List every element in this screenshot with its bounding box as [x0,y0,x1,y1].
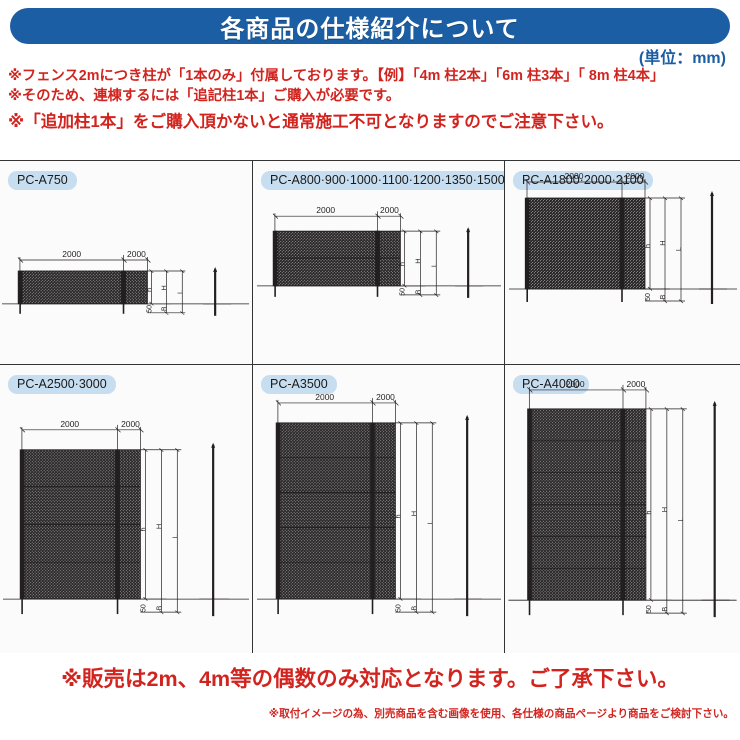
spec-panel-label: PC-A800·900·1000·1100·1200·1350·1500 [261,171,504,190]
notice-line-3: ※「追加柱1本」をご購入頂かないと通常施工不可となりますのでご注意下さい。 [8,112,614,131]
dim-label-2000-left: 2000 [566,379,585,389]
dim-label-2000-left: 2000 [316,205,335,215]
dim-label-2000-left: 2000 [60,419,79,429]
fence-drawing-pc-a750: 2000 2000 h H L 50 B [1,249,250,316]
footer-notice: ※販売は2m、4m等の偶数のみ対応となります。ご了承下さい。 [61,667,679,691]
spec-panel-label: PC-A4000 [513,375,589,394]
product-spec-grid: PC-A750 [0,160,740,653]
dim-label-L: L [429,263,438,267]
fence-drawing-pc-a800-1500: 2000 2000 h H L 50 B [256,205,502,298]
dim-label-50: 50 [146,305,153,313]
spec-panel-pc-a750: PC-A750 [0,161,253,364]
dim-label-B: B [415,289,422,294]
spec-panel-pc-a2500-3000: PC-A2500·3000 [0,364,253,653]
dim-label-2000-left: 2000 [315,392,334,402]
dim-label-h: h [644,510,653,514]
dim-label-L: L [425,520,434,524]
dim-label-B: B [156,605,163,610]
fence-drawing-pc-a1800-2100: 2000 2000 h H L 50 B [509,171,737,304]
dim-label-L: L [170,534,179,538]
notice-block: ※フェンス2mにつき柱が「1本のみ」付属しております。【例】「4m 柱2本」「6… [8,66,734,134]
dim-label-50: 50 [399,288,406,296]
dim-label-h: h [144,288,153,292]
page-title: 各商品の仕様紹介について [220,15,520,43]
dim-label-H: H [409,511,418,516]
spec-panel-pc-a4000: PC-A4000 [505,364,740,653]
dim-label-L: L [676,517,685,521]
spec-panel-label: PC-A750 [8,171,77,190]
dim-label-L: L [175,290,184,294]
fence-drawing-pc-a4000: 2000 2000 h H L 50 B [508,379,737,618]
dim-label-B: B [662,606,669,611]
fence-drawing-pc-a3500: 2000 2000 h H L 50 B [256,392,502,617]
dim-label-2000-right: 2000 [121,419,140,429]
dim-label-2000-right: 2000 [376,392,395,402]
spec-panel-label: PC-A1800·2000·2100 [513,171,653,190]
notice-line-2: ※そのため、連棟するには「追記柱1本」ご購入が必要です。 [8,88,401,104]
spec-panel-pc-a3500: PC-A3500 [253,364,505,653]
dim-label-h: h [397,262,406,266]
dim-label-2000-left: 2000 [62,249,81,259]
dim-label-H: H [660,507,669,512]
unit-note: (単位：mm) [638,50,726,67]
dim-label-2000-right: 2000 [127,249,146,259]
spec-panel-pc-a800-1500: PC-A800·900·1000·1100·1200·1350·1500 [253,161,505,364]
dim-label-H: H [413,258,422,263]
spec-panel-pc-a1800-2100: PC-A1800·2000·2100 [505,161,740,364]
dim-label-2000-right: 2000 [627,379,646,389]
spec-panel-label: PC-A3500 [261,375,337,394]
dim-label-L: L [674,247,683,251]
dim-label-h: h [138,527,147,531]
dim-label-2000-right: 2000 [626,171,645,181]
dim-label-h: h [393,514,402,518]
dim-label-50: 50 [646,605,653,613]
notice-line-1: ※フェンス2mにつき柱が「1本のみ」付属しております。【例】「4m 柱2本」「6… [8,68,665,84]
dim-label-2000-right: 2000 [380,205,399,215]
dim-label-B: B [660,294,667,299]
dim-label-h: h [643,244,652,248]
dim-label-H: H [658,240,667,245]
page-title-banner: 各商品の仕様紹介について [10,8,730,44]
dim-label-H: H [154,524,163,529]
dim-label-H: H [159,285,168,290]
dim-label-B: B [161,306,168,311]
footer-fineprint: ※取付イメージの為、別売商品を含む画像を使用、各仕様の商品ページより商品をご検討… [268,708,734,720]
dim-label-50: 50 [140,604,147,612]
dim-label-50: 50 [395,604,402,612]
fence-drawing-pc-a2500-3000: 2000 2000 h H L 50 B [2,419,250,617]
spec-panel-label: PC-A2500·3000 [8,375,116,394]
dim-label-B: B [411,605,418,610]
dim-label-2000-left: 2000 [565,171,584,181]
dim-label-50: 50 [645,293,652,301]
